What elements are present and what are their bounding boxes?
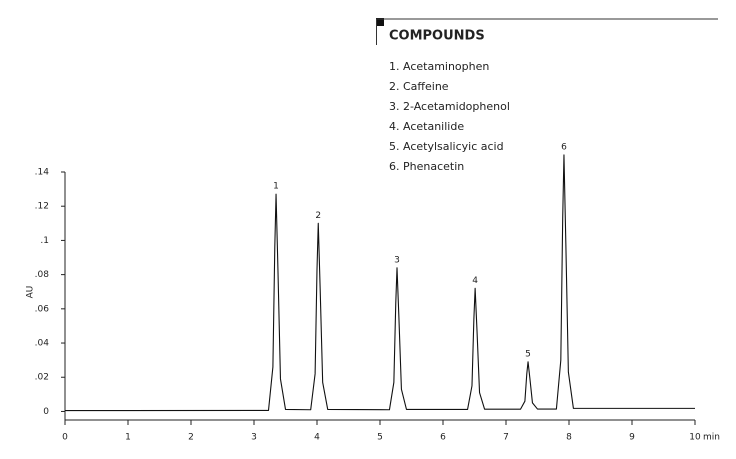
x-tick-label: 8 — [566, 433, 572, 443]
y-tick-label: 0 — [43, 407, 49, 417]
peak-label: 3 — [394, 255, 400, 265]
legend-item: 3. 2-Acetamidophenol — [389, 100, 510, 113]
legend-item: 1. Acetaminophen — [389, 60, 489, 73]
x-tick-label: 0 — [62, 433, 68, 443]
legend-item: 5. Acetylsalicyic acid — [389, 140, 504, 153]
x-tick-label: 5 — [377, 433, 383, 443]
x-tick-label: 4 — [314, 433, 320, 443]
peak-label: 6 — [561, 142, 567, 152]
y-tick-label: .1 — [40, 236, 49, 246]
y-axis-label: AU — [26, 286, 36, 299]
legend-item: 2. Caffeine — [389, 80, 449, 93]
y-tick-label: .08 — [35, 270, 50, 280]
x-tick-label: 2 — [188, 433, 194, 443]
x-tick-label: 7 — [503, 433, 509, 443]
peak-label: 5 — [525, 349, 531, 359]
legend-title: COMPOUNDS — [389, 29, 485, 44]
y-tick-label: .12 — [35, 202, 49, 212]
y-tick-label: .06 — [35, 304, 50, 314]
y-tick-label: .02 — [35, 373, 49, 383]
legend-item: 4. Acetanilide — [389, 120, 464, 133]
x-tick-label: 6 — [440, 433, 446, 443]
x-tick-label: 1 — [125, 433, 131, 443]
trace — [64, 154, 695, 412]
legend-item: 6. Phenacetin — [389, 160, 464, 173]
x-axis-unit: min — [703, 433, 720, 443]
x-tick-label: 10 — [689, 433, 701, 443]
x-tick-label: 3 — [251, 433, 257, 443]
legend-marker — [376, 18, 384, 26]
y-tick-label: .04 — [35, 339, 50, 349]
peak-label: 1 — [273, 182, 279, 192]
y-tick-label: .14 — [35, 168, 50, 178]
x-tick-label: 9 — [629, 433, 635, 443]
peak-label: 4 — [472, 276, 478, 286]
peak-label: 2 — [315, 211, 321, 221]
